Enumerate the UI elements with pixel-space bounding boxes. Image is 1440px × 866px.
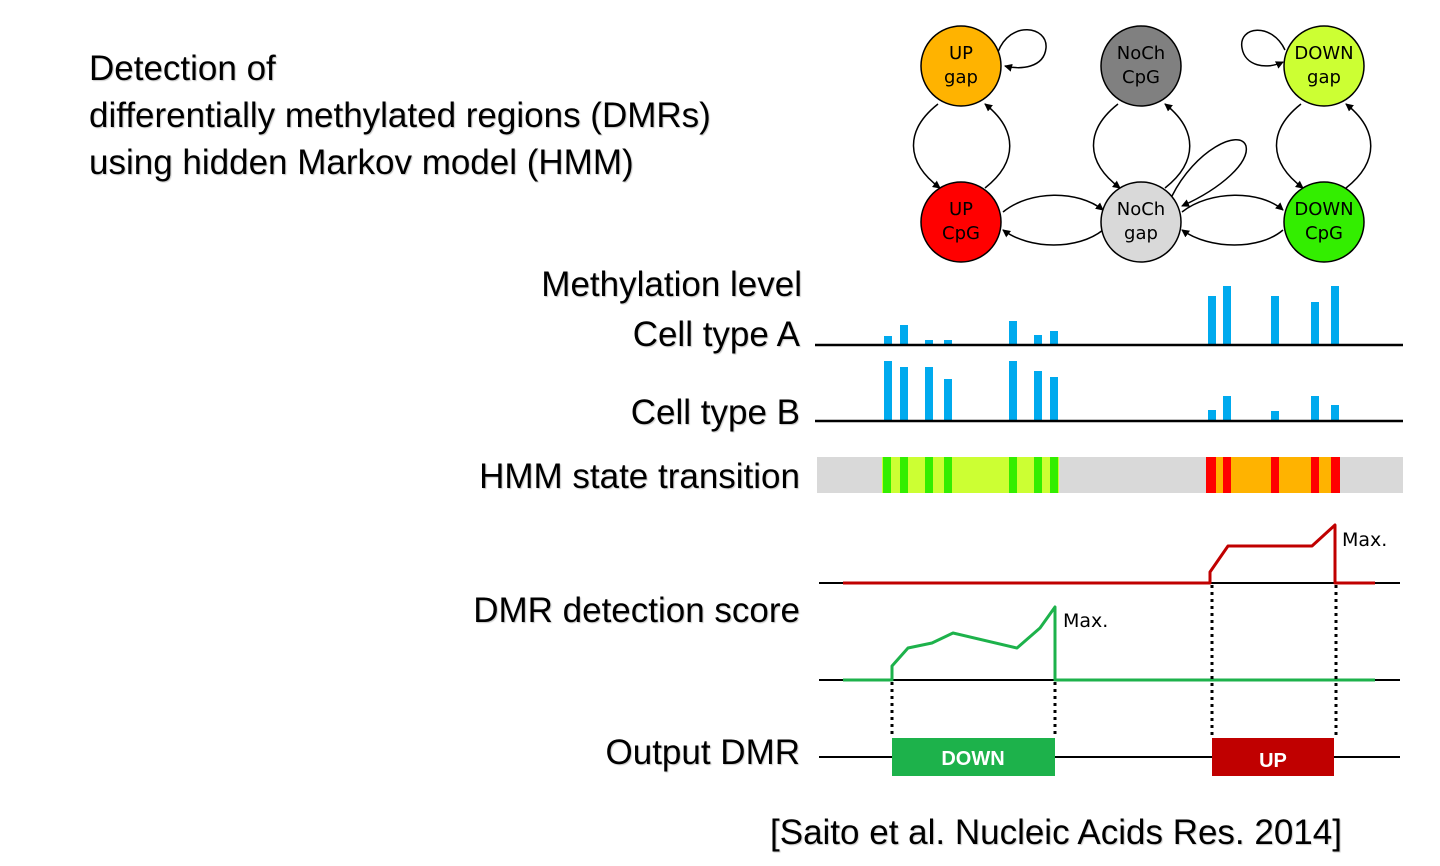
- svg-text:CpG: CpG: [1305, 223, 1343, 244]
- methylation-bar: [884, 361, 892, 421]
- title-line-2: differentially methylated regions (DMRs): [89, 96, 711, 135]
- methylation-bar: [1034, 371, 1042, 421]
- transition-upcpg-upgap: [984, 103, 1011, 189]
- svg-text:DOWN: DOWN: [1294, 43, 1353, 64]
- transition-nochgap-self: [1171, 139, 1248, 207]
- strip-down-cpg-segment: [900, 457, 908, 493]
- transition-upgap-upcpg: [912, 103, 941, 189]
- svg-text:NoCh: NoCh: [1117, 199, 1165, 220]
- title-line-3: using hidden Markov model (HMM): [89, 143, 634, 182]
- methylation-bar: [1009, 321, 1017, 345]
- methylation-bar: [1208, 296, 1216, 345]
- output-dmr-label: Output DMR: [605, 733, 801, 772]
- state-node-down-cpg: DOWN CpG: [1283, 181, 1365, 263]
- transition-upcpg-nochgap: [1002, 194, 1104, 213]
- svg-text:UP: UP: [949, 199, 973, 220]
- methylation-bar: [1208, 410, 1216, 421]
- hmm-state-transition-label: HMM state transition: [479, 457, 800, 496]
- methylation-bar: [944, 340, 952, 345]
- cell-type-a-track: [815, 286, 1403, 347]
- score-down-line: [843, 605, 1375, 682]
- methylation-bar: [944, 379, 952, 421]
- hmm-state-strip: [817, 457, 1403, 493]
- transition-nochcpg-nochgap: [1092, 103, 1121, 189]
- svg-text:NoCh: NoCh: [1117, 43, 1165, 64]
- strip-down-cpg-segment: [1034, 457, 1042, 493]
- transition-nochgap-upcpg: [1002, 229, 1104, 246]
- cell-type-a-label: Cell type A: [632, 315, 800, 354]
- methylation-bar: [925, 340, 933, 345]
- dmr-detection-score-label: DMR detection score: [473, 591, 800, 630]
- methylation-bar: [1331, 405, 1339, 421]
- state-node-noch-gap: NoCh gap: [1100, 181, 1182, 263]
- transition-downcpg-downgap: [1345, 103, 1372, 189]
- methylation-bar: [1050, 331, 1058, 345]
- svg-text:gap: gap: [1124, 223, 1158, 244]
- state-node-noch-cpg: NoCh CpG: [1100, 25, 1182, 107]
- svg-text:CpG: CpG: [942, 223, 980, 244]
- methylation-bar: [1223, 286, 1231, 345]
- transition-downgap-downcpg: [1275, 103, 1304, 189]
- output-down-label: DOWN: [941, 748, 1004, 770]
- strip-up-cpg-segment: [1311, 457, 1319, 493]
- score-up-max-label: Max.: [1342, 529, 1387, 551]
- citation: [Saito et al. Nucleic Acids Res. 2014]: [770, 813, 1342, 852]
- methylation-bar: [1050, 377, 1058, 421]
- strip-down-cpg-segment: [925, 457, 933, 493]
- methylation-bar: [1311, 396, 1319, 421]
- strip-up-cpg-segment: [1271, 457, 1279, 493]
- methylation-bar: [1331, 286, 1339, 345]
- strip-up-cpg-segment: [1223, 457, 1231, 493]
- transition-downgap-self: [1241, 29, 1286, 69]
- strip-down-cpg-segment: [944, 457, 952, 493]
- dmr-boundary-guides: [890, 585, 1338, 738]
- output-down-region: [892, 738, 1055, 776]
- svg-text:gap: gap: [1307, 67, 1341, 88]
- methylation-bar: [1223, 396, 1231, 421]
- svg-text:CpG: CpG: [1122, 67, 1160, 88]
- strip-down-gap-segment: [882, 457, 1059, 493]
- transition-upgap-self: [997, 29, 1047, 72]
- svg-text:DOWN: DOWN: [1294, 199, 1353, 220]
- hmm-transitions: [912, 29, 1372, 246]
- transition-nochgap-downcpg: [1181, 194, 1284, 213]
- title-line-1: Detection of: [89, 49, 276, 88]
- state-node-up-gap: UP gap: [920, 25, 1002, 107]
- cell-type-b-label: Cell type B: [630, 393, 800, 432]
- strip-down-cpg-segment: [883, 457, 891, 493]
- dmr-score-down-track: Max.: [819, 605, 1400, 682]
- methylation-bar: [1271, 296, 1279, 345]
- methylation-bar: [1009, 361, 1017, 421]
- transition-downcpg-nochgap: [1181, 229, 1284, 246]
- strip-up-cpg-segment: [1206, 457, 1216, 493]
- svg-text:gap: gap: [944, 67, 978, 88]
- methylation-bar: [1311, 302, 1319, 345]
- svg-text:UP: UP: [949, 43, 973, 64]
- transition-nochgap-nochcpg: [1164, 103, 1191, 189]
- methylation-bar: [1034, 335, 1042, 345]
- methylation-bar: [1271, 411, 1279, 421]
- state-node-up-cpg: UP CpG: [920, 181, 1002, 263]
- strip-down-cpg-segment: [1009, 457, 1017, 493]
- output-dmr-track: DOWN UP: [819, 738, 1400, 776]
- methylation-level-label: Methylation level: [541, 265, 802, 304]
- strip-up-cpg-segment: [1331, 457, 1340, 493]
- methylation-bar: [884, 336, 892, 345]
- state-node-down-gap: DOWN gap: [1283, 25, 1365, 107]
- score-down-max-label: Max.: [1063, 610, 1108, 632]
- methylation-bar: [925, 367, 933, 421]
- dmr-score-up-track: Max.: [819, 523, 1400, 585]
- score-up-line: [843, 523, 1375, 585]
- output-up-label: UP: [1259, 750, 1287, 772]
- strip-down-cpg-segment: [1050, 457, 1058, 493]
- output-up-region: [1212, 738, 1334, 776]
- cell-type-b-track: [815, 361, 1403, 423]
- methylation-bar: [900, 367, 908, 421]
- methylation-bar: [900, 325, 908, 345]
